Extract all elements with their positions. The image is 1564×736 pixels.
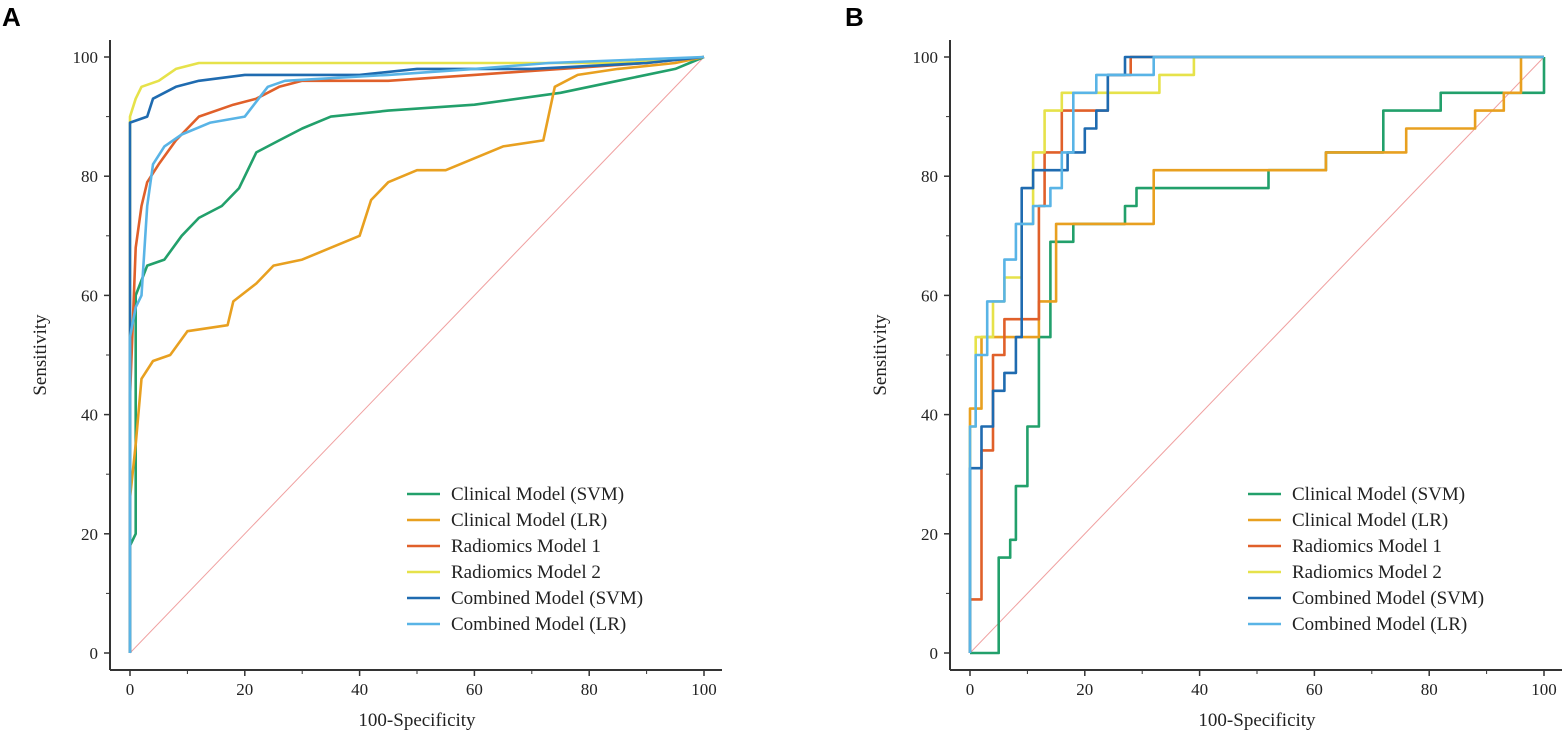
- series-line-6: [968, 55, 1544, 653]
- x-axis-label: 100-Specificity: [358, 710, 476, 731]
- x-tick-label: 0: [126, 680, 135, 699]
- legend-label: Combined Model (SVM): [1292, 588, 1484, 609]
- legend: Clinical Model (SVM) Clinical Model (LR) R…: [1248, 484, 1484, 635]
- y-tick-label: 80: [81, 167, 98, 186]
- legend-label: Clinical Model (LR): [451, 510, 607, 531]
- series-line-4: [128, 55, 705, 653]
- x-tick-label: 40: [1191, 680, 1208, 699]
- x-tick-label: 100: [691, 680, 717, 699]
- x-tick-label: 20: [236, 680, 253, 699]
- x-tick-label: 60: [466, 680, 483, 699]
- y-tick-label: 60: [921, 286, 938, 305]
- x-tick-label: 80: [581, 680, 598, 699]
- reference-diagonal: [969, 56, 1545, 654]
- y-tick-label: 80: [921, 167, 938, 186]
- series-line-1: [128, 55, 705, 653]
- x-tick-label: 40: [351, 680, 368, 699]
- legend-label: Combined Model (LR): [1292, 614, 1467, 635]
- legend-label: Radiomics Model 2: [451, 562, 601, 583]
- x-tick-label: 20: [1076, 680, 1093, 699]
- series-line-5: [968, 55, 1544, 653]
- series-line-2: [968, 55, 1544, 653]
- y-tick-label: 20: [81, 525, 98, 544]
- legend-label: Radiomics Model 1: [451, 536, 601, 557]
- legend-label: Clinical Model (SVM): [1292, 484, 1465, 505]
- y-tick-label: 20: [921, 525, 938, 544]
- panel-b: B 0 20 40 60 80 100 0 20 40 60 80 100 100-Specificity…: [845, 2, 1562, 731]
- series-line-5: [128, 55, 705, 653]
- series-line-3: [128, 55, 705, 653]
- panel-a: A 0 20 40 60 80 100 0 20 40 60 80 100 100-Specificity…: [2, 2, 722, 731]
- y-tick-label: 0: [90, 644, 99, 663]
- y-axis-label: Sensitivity: [30, 314, 51, 396]
- y-tick-label: 100: [73, 48, 99, 67]
- legend-label: Combined Model (LR): [451, 614, 626, 635]
- x-tick-label: 100: [1531, 680, 1557, 699]
- y-tick-label: 100: [913, 48, 939, 67]
- y-tick-label: 40: [921, 406, 938, 425]
- legend-label: Clinical Model (LR): [1292, 510, 1448, 531]
- y-tick-label: 0: [930, 644, 939, 663]
- x-axis-label: 100-Specificity: [1198, 710, 1316, 731]
- series-line-2: [128, 55, 705, 653]
- series-line-6: [128, 55, 705, 653]
- panel-letter: A: [2, 2, 21, 32]
- legend-label: Clinical Model (SVM): [451, 484, 624, 505]
- x-tick-label: 80: [1421, 680, 1438, 699]
- reference-diagonal: [129, 56, 705, 654]
- legend: Clinical Model (SVM) Clinical Model (LR) R…: [407, 484, 643, 635]
- legend-label: Combined Model (SVM): [451, 588, 643, 609]
- x-tick-label: 60: [1306, 680, 1323, 699]
- y-tick-label: 60: [81, 286, 98, 305]
- legend-label: Radiomics Model 1: [1292, 536, 1442, 557]
- y-tick-label: 40: [81, 406, 98, 425]
- x-tick-label: 0: [966, 680, 975, 699]
- legend-label: Radiomics Model 2: [1292, 562, 1442, 583]
- y-axis-label: Sensitivity: [870, 314, 891, 396]
- panel-letter: B: [845, 2, 864, 32]
